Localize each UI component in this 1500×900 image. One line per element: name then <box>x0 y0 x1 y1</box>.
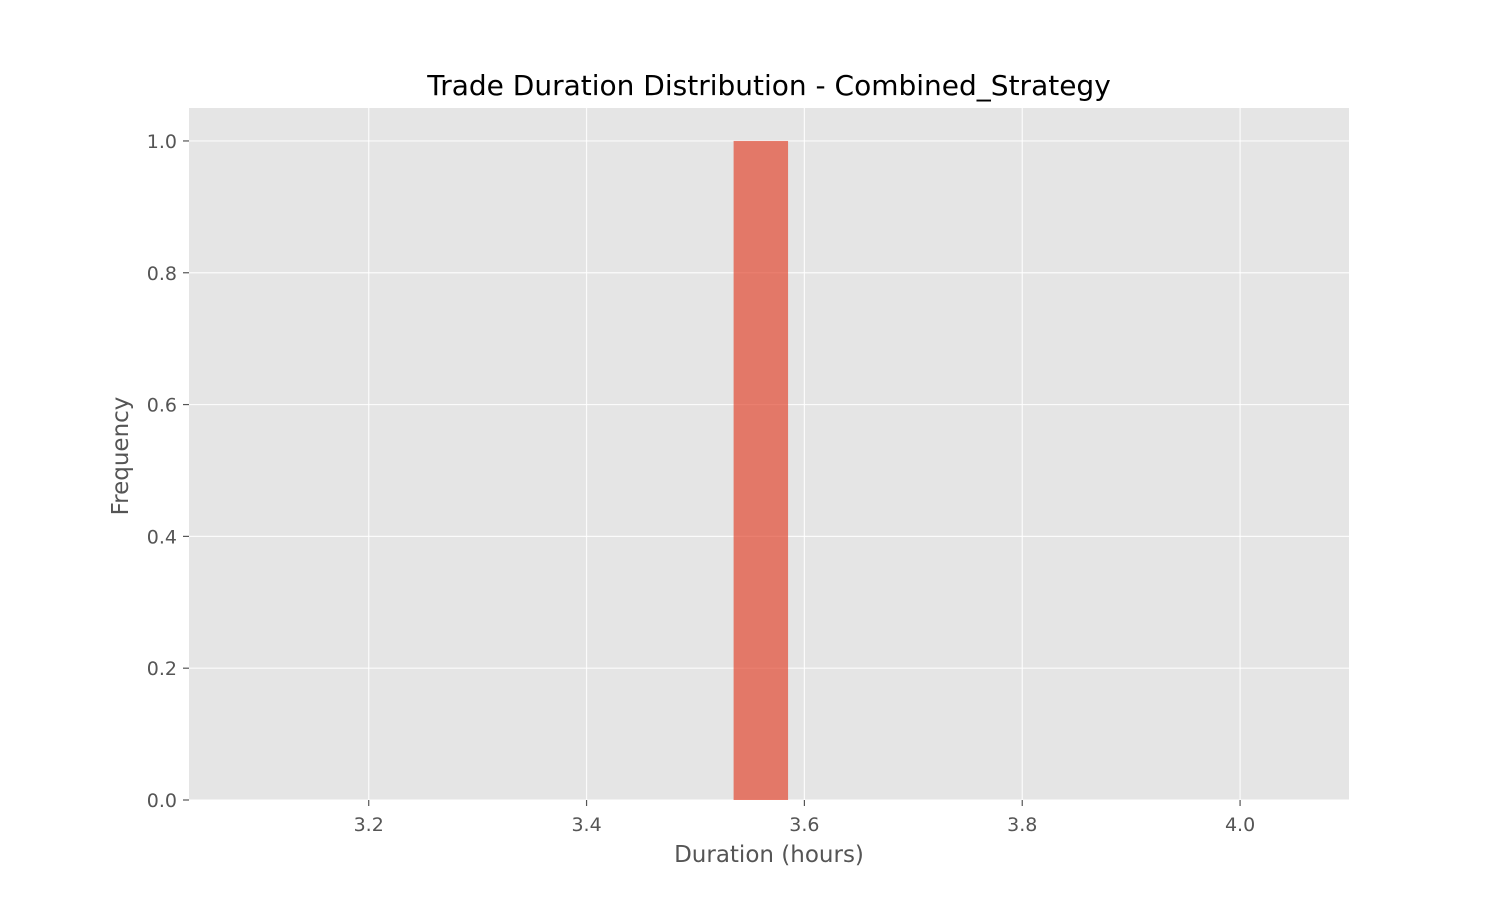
x-tick-label: 3.6 <box>789 814 819 836</box>
x-tick-label: 4.0 <box>1225 814 1255 836</box>
y-tick-label: 0.6 <box>147 395 177 417</box>
y-axis-label: Frequency <box>108 397 134 516</box>
x-tick-label: 3.8 <box>1007 814 1037 836</box>
y-tick-label: 0.0 <box>147 790 177 812</box>
histogram-bar <box>733 140 789 800</box>
chart-title: Trade Duration Distribution - Combined_S… <box>426 69 1111 102</box>
y-tick-label: 0.4 <box>147 526 177 548</box>
x-axis: 3.2 3.4 3.6 3.8 4.0 <box>354 800 1255 836</box>
x-axis-label: Duration (hours) <box>674 842 864 868</box>
y-tick-label: 0.2 <box>147 658 177 680</box>
bars <box>733 140 789 800</box>
x-tick-label: 3.2 <box>354 814 384 836</box>
y-axis: 0.0 0.2 0.4 0.6 0.8 1.0 <box>147 131 189 812</box>
y-tick-label: 1.0 <box>147 131 177 153</box>
x-tick-label: 3.4 <box>571 814 601 836</box>
y-tick-label: 0.8 <box>147 263 177 285</box>
